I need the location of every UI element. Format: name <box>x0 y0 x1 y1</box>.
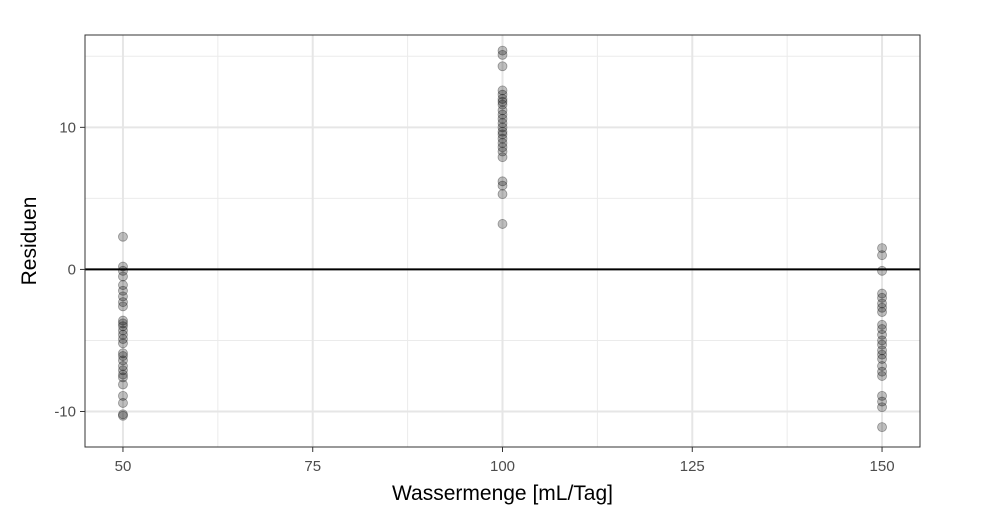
data-point <box>118 372 128 383</box>
data-point <box>877 265 887 276</box>
x-tick-label: 125 <box>680 458 705 475</box>
data-point <box>877 329 887 340</box>
data-points <box>118 45 887 433</box>
data-point <box>497 180 508 191</box>
data-point <box>877 292 887 303</box>
data-point <box>118 351 128 361</box>
data-point <box>877 339 887 350</box>
data-point <box>118 409 128 420</box>
data-point <box>877 354 887 364</box>
data-point <box>877 250 887 261</box>
data-point <box>118 318 128 329</box>
data-point <box>877 298 887 309</box>
data-point <box>497 85 508 96</box>
data-point <box>497 176 508 187</box>
data-point <box>118 379 128 390</box>
data-point <box>497 96 508 107</box>
data-point <box>877 307 887 317</box>
data-point <box>877 302 887 313</box>
data-point <box>497 109 508 120</box>
y-axis-title: Residuen <box>18 197 41 286</box>
data-point <box>118 280 128 290</box>
data-point <box>497 126 508 137</box>
data-point <box>497 152 508 163</box>
data-point <box>877 396 887 407</box>
x-tick-label: 50 <box>115 458 132 475</box>
data-point <box>497 49 508 60</box>
y-tick-label: -10 <box>54 403 76 420</box>
data-point <box>877 349 887 360</box>
data-point <box>118 365 128 376</box>
data-point <box>497 94 508 104</box>
data-point <box>118 325 128 336</box>
data-point <box>118 321 128 332</box>
data-point <box>118 231 128 242</box>
data-point <box>118 361 128 371</box>
data-point <box>877 288 887 299</box>
data-point <box>118 390 128 401</box>
data-point <box>877 422 887 433</box>
data-point <box>877 361 887 371</box>
data-point <box>118 329 128 340</box>
data-point <box>118 348 128 359</box>
data-point <box>877 371 887 381</box>
data-point <box>497 99 508 110</box>
data-point <box>497 142 508 153</box>
data-point <box>497 61 508 72</box>
data-point <box>877 243 887 254</box>
data-point <box>497 146 508 157</box>
y-tick-label: 0 <box>68 261 76 278</box>
axis-tick-labels: 50 75 100 125 150 -10 0 10 <box>54 119 894 475</box>
data-point <box>497 118 508 128</box>
data-point <box>118 338 128 349</box>
x-tick-label: 75 <box>304 458 321 475</box>
data-point <box>497 105 508 116</box>
data-point <box>877 390 887 401</box>
data-point <box>497 45 508 56</box>
data-point <box>118 261 128 272</box>
data-point <box>118 271 128 282</box>
x-axis-title: Wassermenge [mL/Tag] <box>392 482 613 505</box>
data-point <box>118 369 128 380</box>
data-point <box>118 334 128 344</box>
data-point <box>118 410 128 421</box>
data-point <box>118 291 128 302</box>
data-point <box>118 265 128 276</box>
data-point <box>877 402 887 413</box>
data-point <box>497 129 508 140</box>
data-point <box>877 345 887 356</box>
data-point <box>118 355 128 366</box>
data-point <box>497 219 508 229</box>
data-point <box>118 301 128 312</box>
data-point <box>497 113 508 124</box>
data-point <box>497 189 508 200</box>
data-point <box>118 297 128 307</box>
data-point <box>118 398 128 408</box>
x-tick-label: 100 <box>490 458 515 475</box>
data-point <box>497 138 508 148</box>
data-point <box>497 122 508 133</box>
data-point <box>497 133 508 144</box>
data-point <box>118 315 128 326</box>
y-tick-label: 10 <box>59 119 76 136</box>
data-point <box>877 324 887 334</box>
x-tick-label: 150 <box>870 458 895 475</box>
data-point <box>118 285 128 296</box>
data-point <box>497 89 508 100</box>
axis-ticks <box>80 126 883 452</box>
data-point <box>877 319 887 330</box>
data-point <box>877 335 887 346</box>
data-point <box>877 366 887 377</box>
